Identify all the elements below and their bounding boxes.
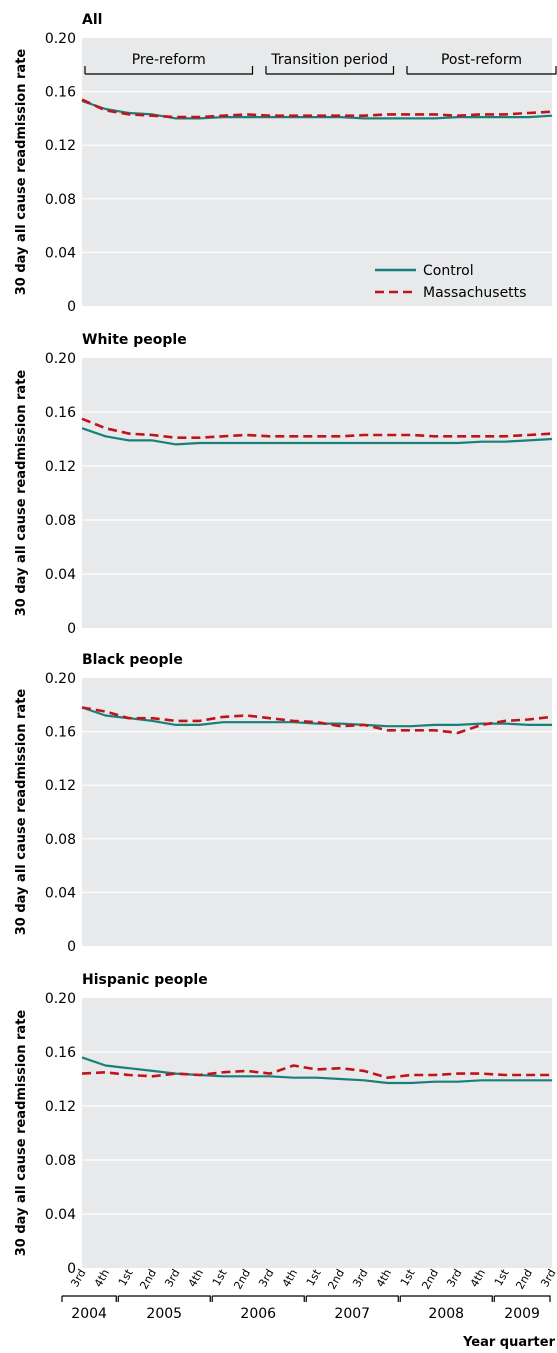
quarter-tick-label: 4th [468,1267,488,1289]
quarter-tick-label: 1st [492,1266,512,1288]
y-tick-label: 0.08 [45,513,76,529]
period-label: Post-reform [441,52,522,68]
quarter-tick-label: 3rd [350,1267,370,1289]
series-line-massachusetts [81,98,553,119]
y-tick-label: 0 [67,939,76,955]
quarter-tick-label: 3rd [162,1267,182,1289]
year-bracket [399,1295,493,1302]
period-label: Transition period [270,52,388,68]
y-tick-label: 0.20 [45,991,76,1007]
year-label: 2006 [240,1306,276,1322]
x-axis-label: Year quarter [462,1335,556,1350]
series-line-massachusetts [81,417,553,440]
y-tick-label: 0.16 [45,85,76,101]
chart-panel-3: Hispanic people 0 0.04 0.08 0.12 0.16 0.20 30 d… [14,972,552,1277]
quarter-tick-label: 1st [398,1266,418,1288]
y-tick-label: 0.20 [45,351,76,367]
y-tick-label: 0.12 [45,459,76,475]
chart-panel-1: White people 0 0.04 0.08 0.12 0.16 0.20 30 day … [14,332,553,637]
y-tick-label: 0 [67,621,76,637]
year-label: 2008 [428,1306,464,1322]
quarter-tick-label: 2nd [137,1267,159,1292]
plot-area [82,358,552,628]
y-tick-label: 0 [67,299,76,315]
series-line-control [81,99,553,120]
y-tick-label: 0.12 [45,778,76,794]
plot-area [82,38,552,306]
chart-panel-0: All 0 0.04 0.08 0.12 0.16 0.20 30 day all cause… [14,12,557,315]
series-line-massachusetts [81,1064,552,1079]
year-label: 2005 [146,1306,182,1322]
series-line-control [81,706,552,728]
year-label: 2004 [71,1306,107,1322]
y-tick-label: 0.12 [45,1099,76,1115]
year-bracket [117,1295,211,1302]
y-tick-label: 0.04 [45,245,76,261]
quarter-tick-label: 3rd [256,1267,276,1289]
quarter-tick-label: 2nd [231,1267,253,1292]
quarter-tick-label: 1st [116,1266,136,1288]
quarter-tick-label: 2nd [325,1267,347,1292]
y-tick-label: 0.16 [45,405,76,421]
y-tick-label: 0.20 [45,31,76,47]
plot-area [82,998,552,1268]
period-bracket [406,66,557,75]
quarter-tick-label: 4th [280,1267,300,1289]
y-tick-label: 0.16 [45,1045,76,1061]
y-tick-label: 0.04 [45,1207,76,1223]
year-bracket [61,1295,117,1302]
y-axis-label: 30 day all cause readmission rate [14,689,29,936]
legend-label: Control [423,263,474,279]
year-label: 2007 [334,1306,370,1322]
y-tick-label: 0.08 [45,192,76,208]
series-line-control [81,427,553,446]
panel-title: All [82,12,102,28]
year-bracket [493,1295,551,1302]
y-axis-label: 30 day all cause readmission rate [14,370,29,617]
quarter-tick-label: 3rd [444,1267,464,1289]
quarter-tick-label: 1st [304,1266,324,1288]
y-tick-label: 0.04 [45,567,76,583]
quarter-tick-label: 4th [186,1267,206,1289]
panel-title: Hispanic people [82,972,208,988]
y-tick-label: 0.08 [45,1153,76,1169]
series-line-control [81,1056,552,1085]
legend-label: Massachusetts [423,285,526,301]
period-bracket [84,66,254,75]
panel-title: Black people [82,652,183,668]
year-bracket [305,1295,399,1302]
y-tick-label: 0.04 [45,885,76,901]
quarter-tick-label: 4th [374,1267,394,1289]
quarter-tick-label: 1st [210,1266,230,1288]
x-axis: 3rd 4th 1st 2nd 3rd 4th 1st 2nd 3rd 4th 1st 2nd 3rd 4… [61,1266,557,1350]
year-label: 2009 [504,1306,540,1322]
y-tick-label: 0.12 [45,138,76,154]
quarter-tick-label: 3rd [538,1267,557,1289]
panel-title: White people [82,332,187,348]
y-tick-label: 0.16 [45,725,76,741]
y-tick-label: 0.20 [45,671,76,687]
quarter-tick-label: 4th [92,1267,112,1289]
y-tick-label: 0 [67,1261,76,1277]
year-bracket [211,1295,305,1302]
quarter-tick-label: 2nd [419,1267,441,1292]
period-bracket [265,66,395,75]
chart-panel-2: Black people 0 0.04 0.08 0.12 0.16 0.20 30 day … [14,652,553,955]
y-axis-label: 30 day all cause readmission rate [14,1010,29,1257]
y-axis-label: 30 day all cause readmission rate [14,49,29,296]
period-label: Pre-reform [132,52,206,68]
series-line-massachusetts [81,706,553,735]
quarter-tick-label: 2nd [513,1267,535,1292]
y-tick-label: 0.08 [45,832,76,848]
